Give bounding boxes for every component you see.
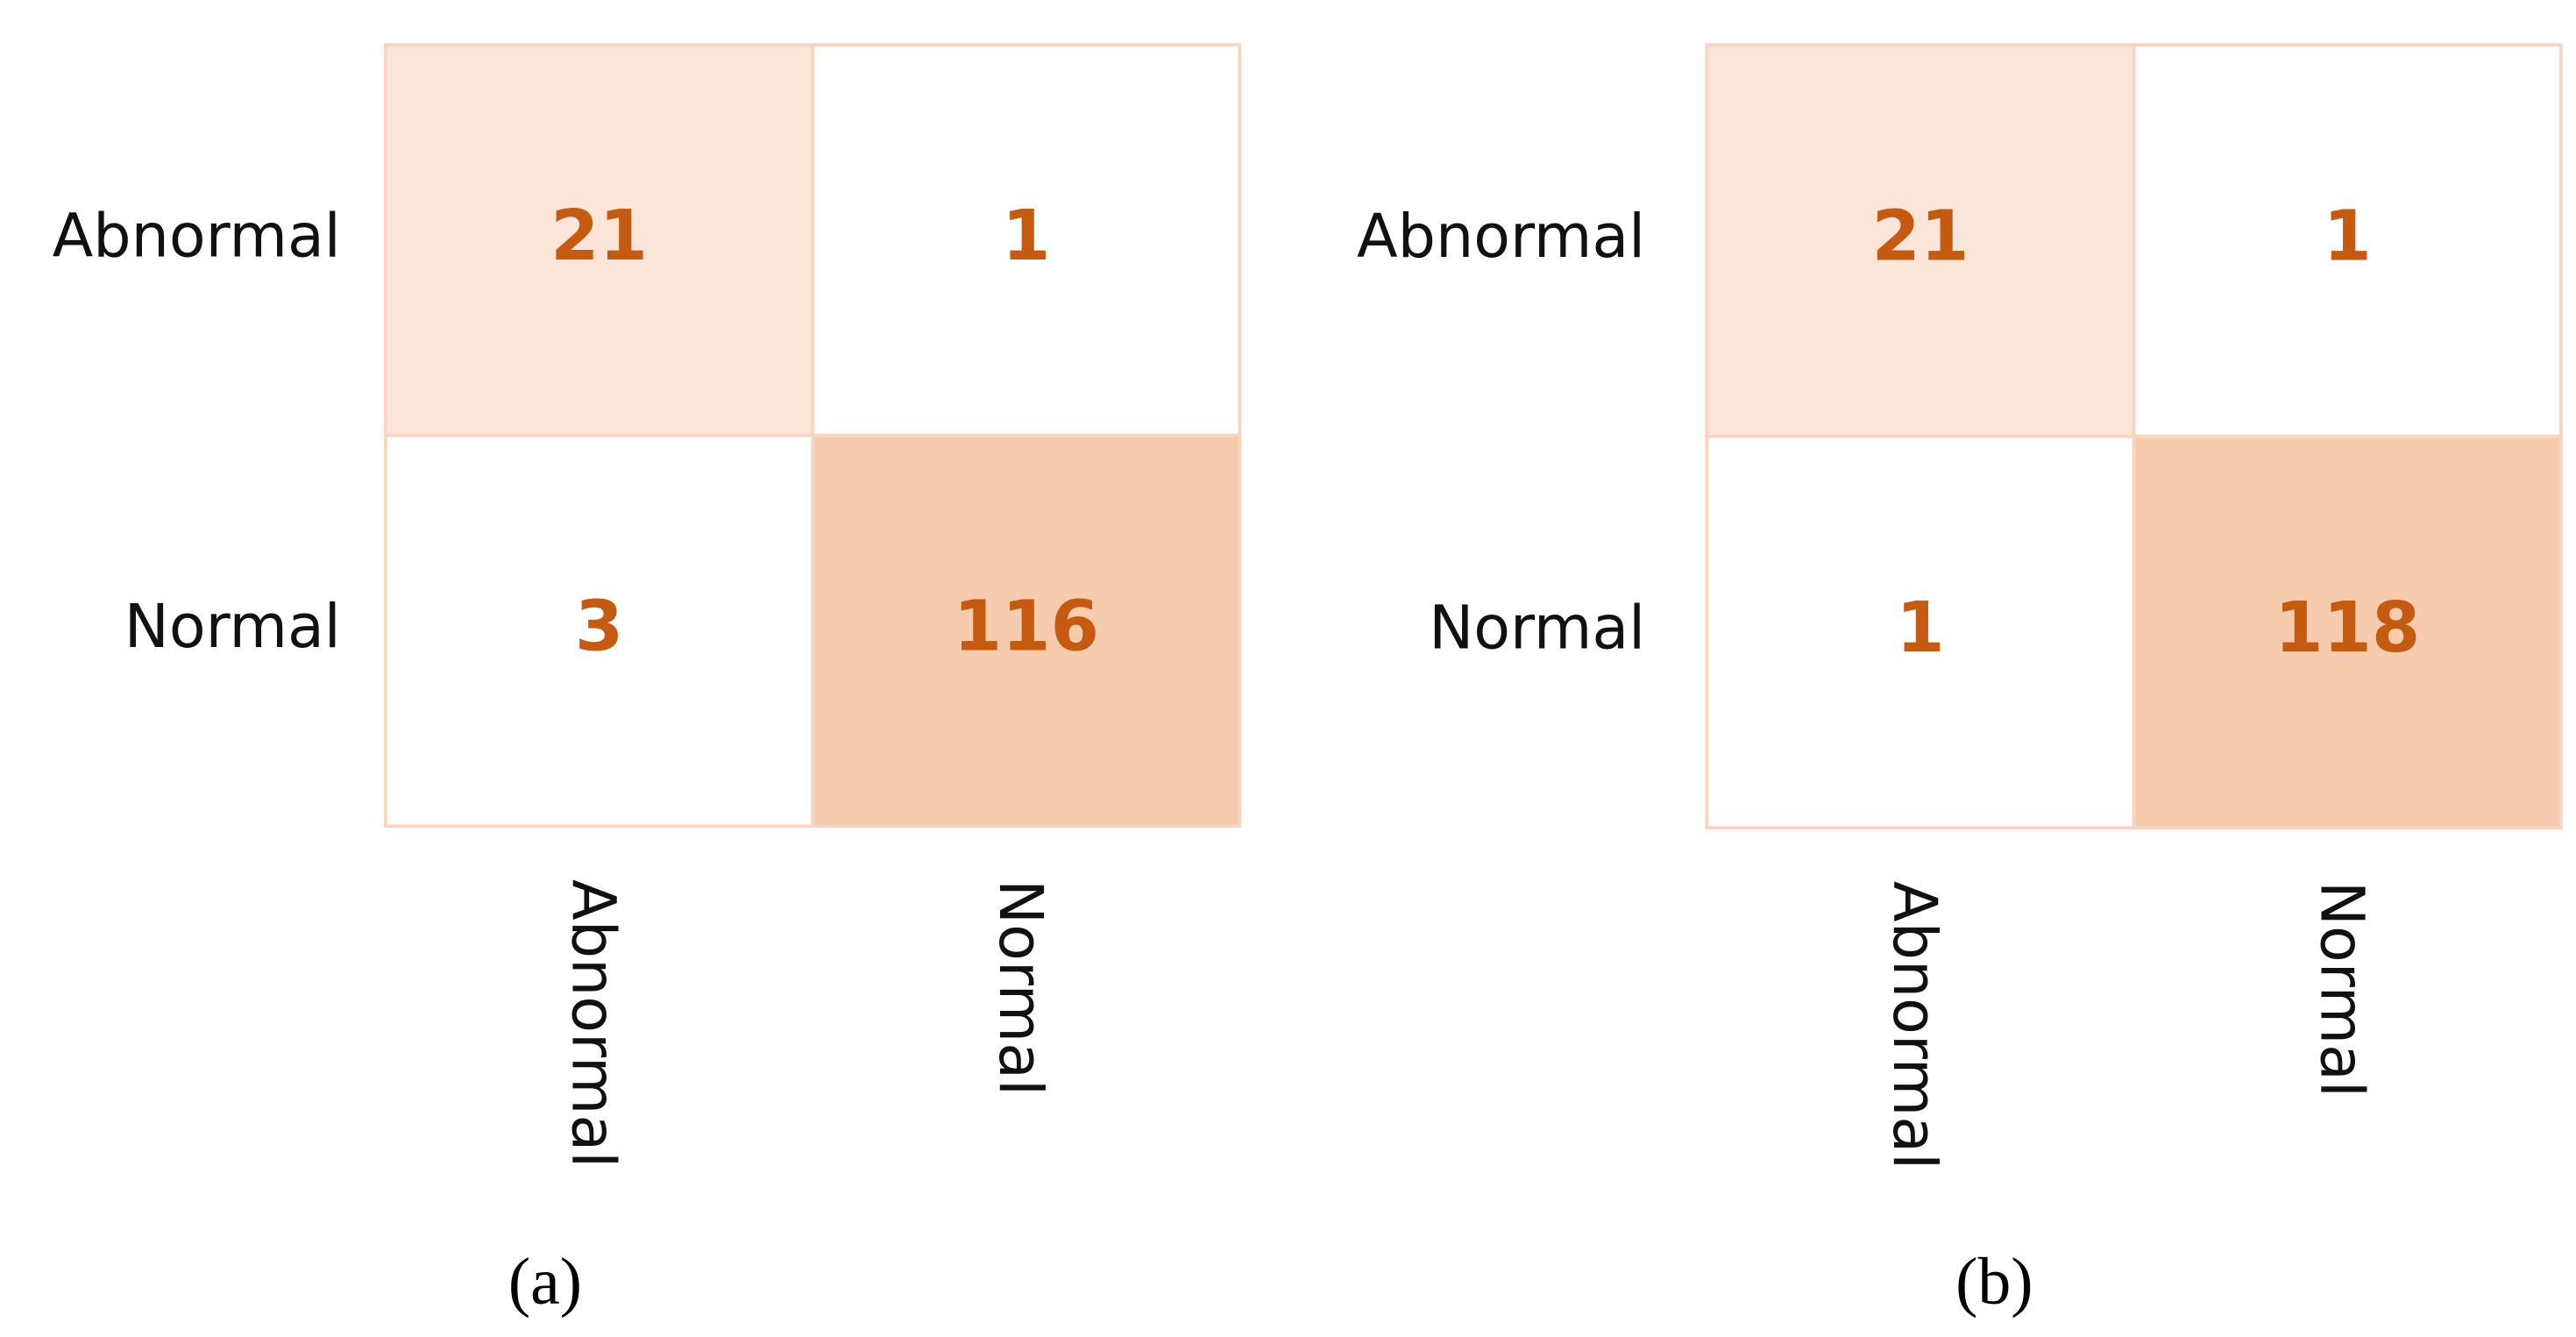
cell-value: 1 [2324, 195, 2372, 276]
heatmap-cell [811, 43, 1242, 437]
heatmap-cell [1705, 43, 2136, 438]
column-label: Abnormal [558, 879, 628, 1168]
row-label: Abnormal [1357, 203, 1645, 272]
cell-value: 21 [550, 195, 648, 276]
cell-value: 3 [575, 586, 623, 667]
cell-value: 1 [1896, 587, 1944, 668]
heatmap-cell [384, 433, 815, 829]
heatmap-cell [811, 433, 1242, 829]
heatmap-cell [1705, 434, 2136, 830]
column-label: Normal [2306, 881, 2375, 1098]
panel-caption: (a) [508, 1245, 582, 1319]
cell-value: 1 [1002, 195, 1050, 276]
heatmap-cell [2132, 434, 2563, 830]
column-label: Normal [985, 879, 1054, 1096]
row-label: Abnormal [53, 203, 341, 272]
cell-value: 116 [954, 586, 1099, 667]
row-label: Normal [124, 593, 341, 662]
panel-caption: (b) [1955, 1245, 2033, 1319]
column-label: Abnormal [1879, 881, 1948, 1170]
heatmap-cell [384, 43, 815, 437]
cell-value: 21 [1872, 195, 1969, 276]
heatmap-cell [2132, 43, 2563, 438]
cell-value: 118 [2274, 587, 2420, 668]
row-label: Normal [1429, 594, 1645, 664]
